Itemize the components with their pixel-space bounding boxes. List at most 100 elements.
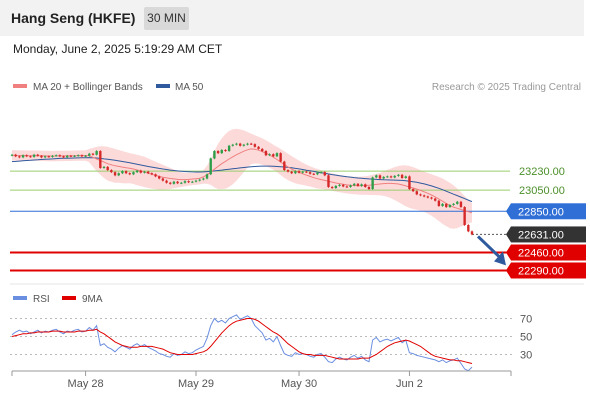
candle — [470, 231, 474, 235]
rsi-line — [11, 314, 473, 372]
candle — [301, 171, 304, 173]
candle — [400, 174, 404, 178]
forecast-arrow — [476, 235, 504, 261]
candle — [430, 197, 433, 199]
level-label-3: 22631.00 — [518, 229, 564, 241]
candle — [305, 171, 308, 173]
candle — [290, 171, 293, 174]
candle — [404, 176, 407, 178]
candle — [250, 143, 253, 145]
candle — [62, 156, 65, 158]
legend-label-ma20: MA 20 + Bollinger Bands — [33, 82, 143, 93]
candle — [253, 144, 257, 147]
candle — [319, 172, 323, 174]
legend-swatch-ma20 — [13, 84, 27, 88]
ma50-line — [11, 157, 473, 203]
legend-swatch-ma50 — [156, 84, 170, 88]
rsi-ma-line — [11, 318, 473, 364]
candle — [360, 184, 363, 186]
rsi-tick-50: 50 — [520, 332, 532, 344]
candle — [54, 155, 58, 157]
candle — [121, 171, 124, 174]
candle — [117, 173, 120, 176]
candle — [323, 172, 326, 176]
candle — [422, 195, 426, 197]
rsi-tick-70: 70 — [520, 314, 532, 326]
candle — [102, 166, 106, 168]
candle — [264, 151, 268, 156]
candle — [327, 175, 330, 187]
candle — [257, 146, 260, 149]
candle — [371, 177, 374, 190]
candle — [139, 170, 142, 173]
candle — [231, 144, 234, 146]
candle — [375, 175, 378, 178]
candle — [95, 151, 98, 155]
candle — [77, 155, 80, 157]
candle — [238, 143, 242, 146]
candle — [235, 143, 238, 145]
level-tag-pointer-4 — [506, 244, 511, 261]
candle — [191, 181, 194, 183]
datetime-label: Monday, June 2, 2025 5:19:29 AM CET — [13, 42, 223, 56]
candle — [180, 182, 183, 184]
timeframe-button[interactable]: 30 MIN — [144, 7, 189, 30]
candle — [158, 176, 161, 179]
level-label-0: 23230.00 — [519, 166, 565, 178]
candle — [382, 176, 385, 179]
candle — [43, 156, 47, 158]
candle — [29, 156, 32, 158]
x-tick-label-1: May 29 — [178, 378, 214, 390]
candle — [187, 181, 190, 183]
copyright-label: Research © 2025 Trading Central — [432, 82, 581, 93]
candle — [21, 155, 25, 158]
candle — [367, 186, 371, 190]
candle — [312, 173, 315, 175]
candle — [14, 154, 17, 157]
candle — [220, 149, 223, 154]
legend-label-rsi: RSI — [33, 294, 50, 305]
candle — [459, 201, 463, 208]
candle — [415, 191, 418, 195]
candle — [146, 171, 150, 174]
candle — [393, 175, 396, 178]
level-label-5: 22290.00 — [518, 265, 564, 277]
level-tag-pointer-3 — [506, 226, 511, 243]
candle — [32, 154, 36, 157]
candle — [150, 173, 154, 175]
candle — [338, 184, 341, 186]
x-tick-label-3: Jun 2 — [396, 378, 423, 390]
candle — [84, 155, 87, 157]
candle — [161, 178, 165, 181]
candle — [268, 154, 271, 156]
candle — [353, 183, 356, 186]
candle — [349, 185, 352, 187]
candle — [224, 149, 227, 152]
candle — [448, 204, 452, 208]
candle — [286, 170, 290, 172]
candle — [334, 185, 338, 189]
candle — [356, 183, 360, 186]
candle — [342, 184, 345, 187]
rsi-tick-30: 30 — [520, 350, 532, 362]
candle — [275, 153, 279, 157]
legend-label-ma50: MA 50 — [175, 82, 204, 93]
bollinger-band — [12, 128, 472, 229]
candle — [426, 196, 430, 198]
candle — [143, 171, 146, 173]
candle — [463, 207, 466, 226]
candle — [330, 186, 334, 189]
candle — [10, 154, 14, 156]
candle — [113, 172, 117, 176]
level-label-4: 22460.00 — [518, 248, 564, 260]
candle — [128, 173, 131, 175]
candle — [88, 153, 91, 156]
level-tag-pointer-5 — [506, 262, 511, 279]
candle — [36, 154, 39, 156]
candle — [40, 155, 43, 158]
candle — [227, 145, 231, 152]
candle — [364, 184, 367, 187]
candle — [437, 200, 441, 206]
